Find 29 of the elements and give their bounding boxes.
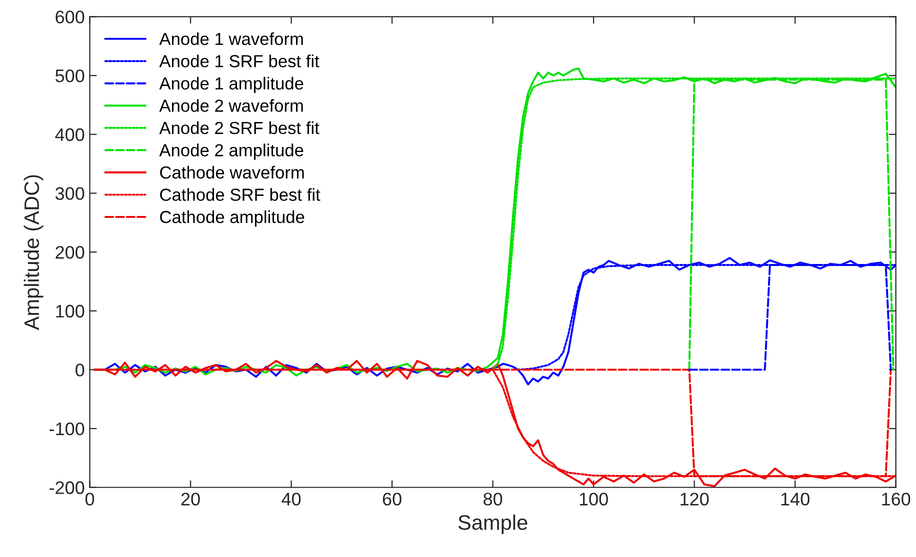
y-tick-label: -100 xyxy=(50,422,84,436)
y-tick-label: 400 xyxy=(55,128,84,142)
legend-label: Cathode SRF best fit xyxy=(160,188,320,201)
legend-label: Anode 2 waveform xyxy=(159,99,303,112)
y-tick-label: -200 xyxy=(50,481,84,494)
y-tick-label: 600 xyxy=(56,10,84,24)
y-axis-title: Amplitude (ADC) xyxy=(24,175,44,330)
x-tick-label: 40 xyxy=(282,492,301,506)
legend-label: Anode 2 SRF best fit xyxy=(159,121,320,134)
legend-label: Anode 1 SRF best fit xyxy=(159,54,320,68)
legend-label: Anode 1 amplitude xyxy=(159,76,304,94)
x-tick-label: 20 xyxy=(181,492,200,506)
y-tick-label: 200 xyxy=(56,246,84,259)
y-tick-label: 500 xyxy=(56,69,84,82)
x-tick-label: 160 xyxy=(882,492,910,506)
x-axis-title: Sample xyxy=(458,514,528,534)
y-tick-label: 100 xyxy=(56,304,84,318)
x-tick-label: 60 xyxy=(382,492,402,506)
x-tick-label: 140 xyxy=(781,492,810,506)
x-tick-label: 100 xyxy=(580,492,608,506)
legend-label: Anode 1 waveform xyxy=(159,32,303,46)
x-tick-label: 120 xyxy=(680,492,709,506)
x-tick-label: 80 xyxy=(484,492,502,506)
legend-label: Cathode waveform xyxy=(160,166,304,179)
x-tick-label: 0 xyxy=(85,492,94,506)
y-tick-label: 300 xyxy=(55,187,84,200)
legend-label: Anode 2 amplitude xyxy=(159,144,304,160)
legend-label: Cathode amplitude xyxy=(160,210,304,227)
y-tick-label: 0 xyxy=(76,364,84,376)
